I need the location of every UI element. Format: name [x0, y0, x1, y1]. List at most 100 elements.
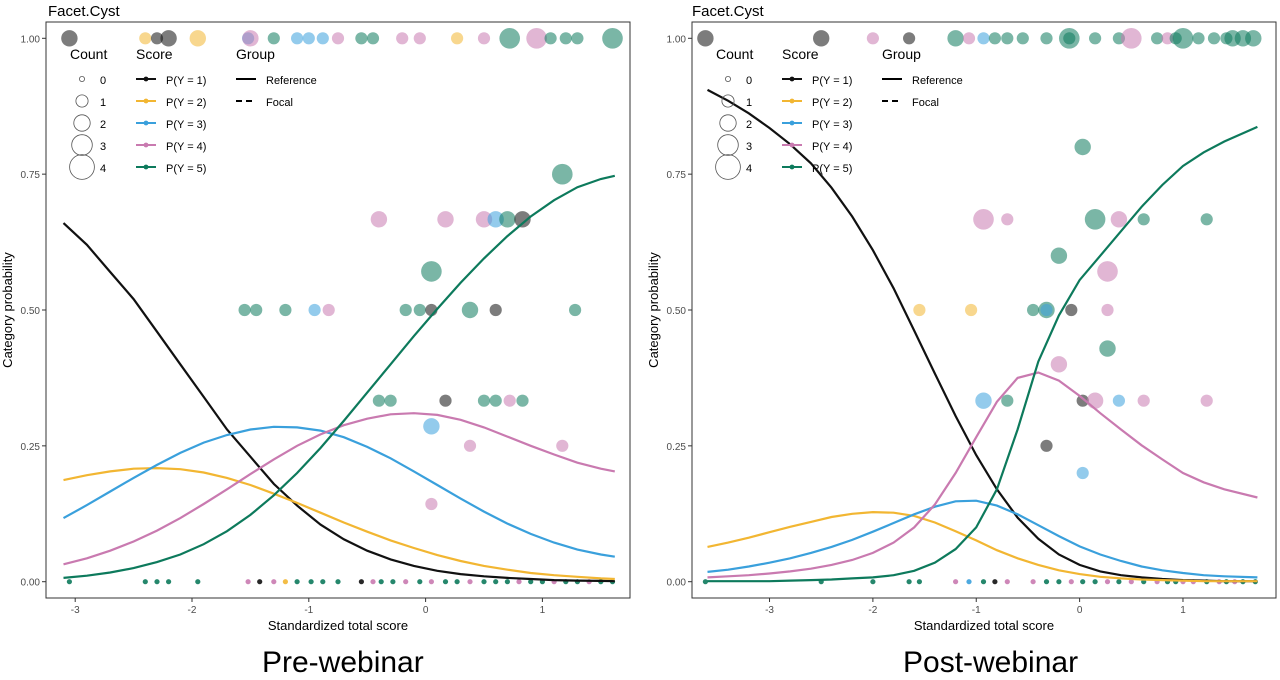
data-point [975, 392, 992, 409]
data-point [294, 579, 300, 585]
data-point [1050, 247, 1068, 264]
data-point [442, 579, 449, 585]
legend-group-label: Reference [912, 75, 963, 87]
data-point [1076, 394, 1089, 407]
curve-3 [707, 499, 1258, 579]
legend-count-title: Count [716, 46, 753, 62]
y-tick-label: 0.75 [21, 170, 41, 181]
data-point [499, 28, 520, 49]
legend: Count Score Group 0 1 2 3 4 P(Y = 1) P(Y = 2) P(Y … [69, 46, 317, 180]
data-point [1151, 32, 1164, 45]
data-point [493, 579, 499, 585]
data-point [370, 211, 388, 228]
data-point [569, 303, 582, 317]
data-point [1043, 579, 1050, 585]
y-axis-label: Category probability [646, 252, 661, 368]
data-point [358, 579, 364, 585]
x-tick-label: -2 [188, 605, 197, 616]
data-point [1084, 209, 1106, 230]
data-point [1137, 394, 1150, 407]
legend-score-dot [143, 76, 149, 82]
legend: Count Score Group 0 1 2 3 4 P(Y = 1) P(Y = 2) P(Y … [715, 46, 963, 180]
data-point [988, 32, 1002, 45]
data-point [250, 303, 263, 317]
data-point [1001, 32, 1014, 45]
data-point [947, 30, 964, 47]
data-point [139, 32, 152, 45]
probability-curves [706, 88, 1258, 583]
data-point [142, 579, 148, 585]
legend-score-title: Score [136, 46, 173, 62]
panel-title: Facet.Cyst [692, 3, 765, 20]
y-tick-label: 0.25 [667, 442, 687, 453]
data-points [61, 28, 623, 585]
data-point [257, 579, 263, 585]
legend-score-label: P(Y = 1) [166, 75, 206, 87]
data-point [1050, 356, 1068, 373]
curve-2 [63, 466, 615, 581]
data-point [413, 32, 426, 45]
data-point [423, 418, 440, 435]
data-point [425, 497, 438, 511]
data-point [1101, 303, 1114, 317]
data-point [499, 211, 516, 228]
curve-1 [706, 88, 1258, 583]
data-point [1172, 28, 1194, 49]
data-point [1001, 394, 1014, 407]
legend-group-title: Group [236, 46, 275, 62]
legend-count-label: 4 [100, 163, 106, 175]
legend-count-label: 3 [100, 141, 106, 153]
data-point [481, 579, 487, 585]
legend-score-dot [143, 120, 149, 126]
legend-count-label: 0 [746, 75, 752, 87]
data-point [279, 303, 292, 317]
legend-count-symbol [79, 76, 86, 83]
data-point [1137, 213, 1150, 226]
y-axis-label: Category probability [0, 252, 15, 368]
data-point [451, 32, 464, 45]
legend-score-label: P(Y = 5) [166, 163, 206, 175]
x-tick-label: -1 [304, 605, 313, 616]
legend-count-symbol [717, 134, 739, 156]
data-point [1192, 32, 1205, 45]
data-point [267, 32, 280, 45]
data-point [403, 579, 409, 585]
data-point [813, 30, 830, 47]
data-point [454, 579, 460, 585]
data-point [378, 579, 384, 585]
data-point [372, 394, 385, 407]
data-point [1004, 579, 1010, 585]
data-point [384, 394, 397, 407]
legend-count-symbol [719, 114, 737, 132]
legend-score-dot [789, 142, 795, 148]
curve-2 [707, 510, 1258, 583]
legend-score-label: P(Y = 3) [812, 119, 852, 131]
data-point [439, 394, 452, 407]
legend-score-dot [789, 98, 795, 104]
legend-score-label: P(Y = 4) [166, 141, 206, 153]
data-point [544, 32, 557, 45]
data-point [906, 579, 912, 585]
data-point [245, 579, 251, 585]
data-point [973, 209, 994, 230]
data-point [308, 303, 321, 317]
data-point [413, 303, 426, 317]
data-point [516, 394, 529, 407]
y-tick-label: 0.00 [667, 578, 687, 589]
legend-score-label: P(Y = 3) [166, 119, 206, 131]
data-point [195, 579, 201, 585]
legend-count-label: 0 [100, 75, 106, 87]
data-point [1056, 579, 1062, 585]
panel-pre: Facet.Cyst 0.00 0.25 0.50 0.75 1.00 -3 -2 -1 0 1 St… [0, 3, 631, 633]
caption-post: Post-webinar [903, 646, 1079, 679]
data-point [189, 30, 206, 47]
plot-border [45, 21, 631, 599]
data-point [1001, 213, 1014, 226]
data-point [487, 211, 504, 228]
data-point [602, 28, 623, 49]
data-point [390, 579, 396, 585]
data-point [866, 32, 880, 45]
x-tick-label: -3 [71, 605, 80, 616]
data-point [1086, 392, 1104, 409]
